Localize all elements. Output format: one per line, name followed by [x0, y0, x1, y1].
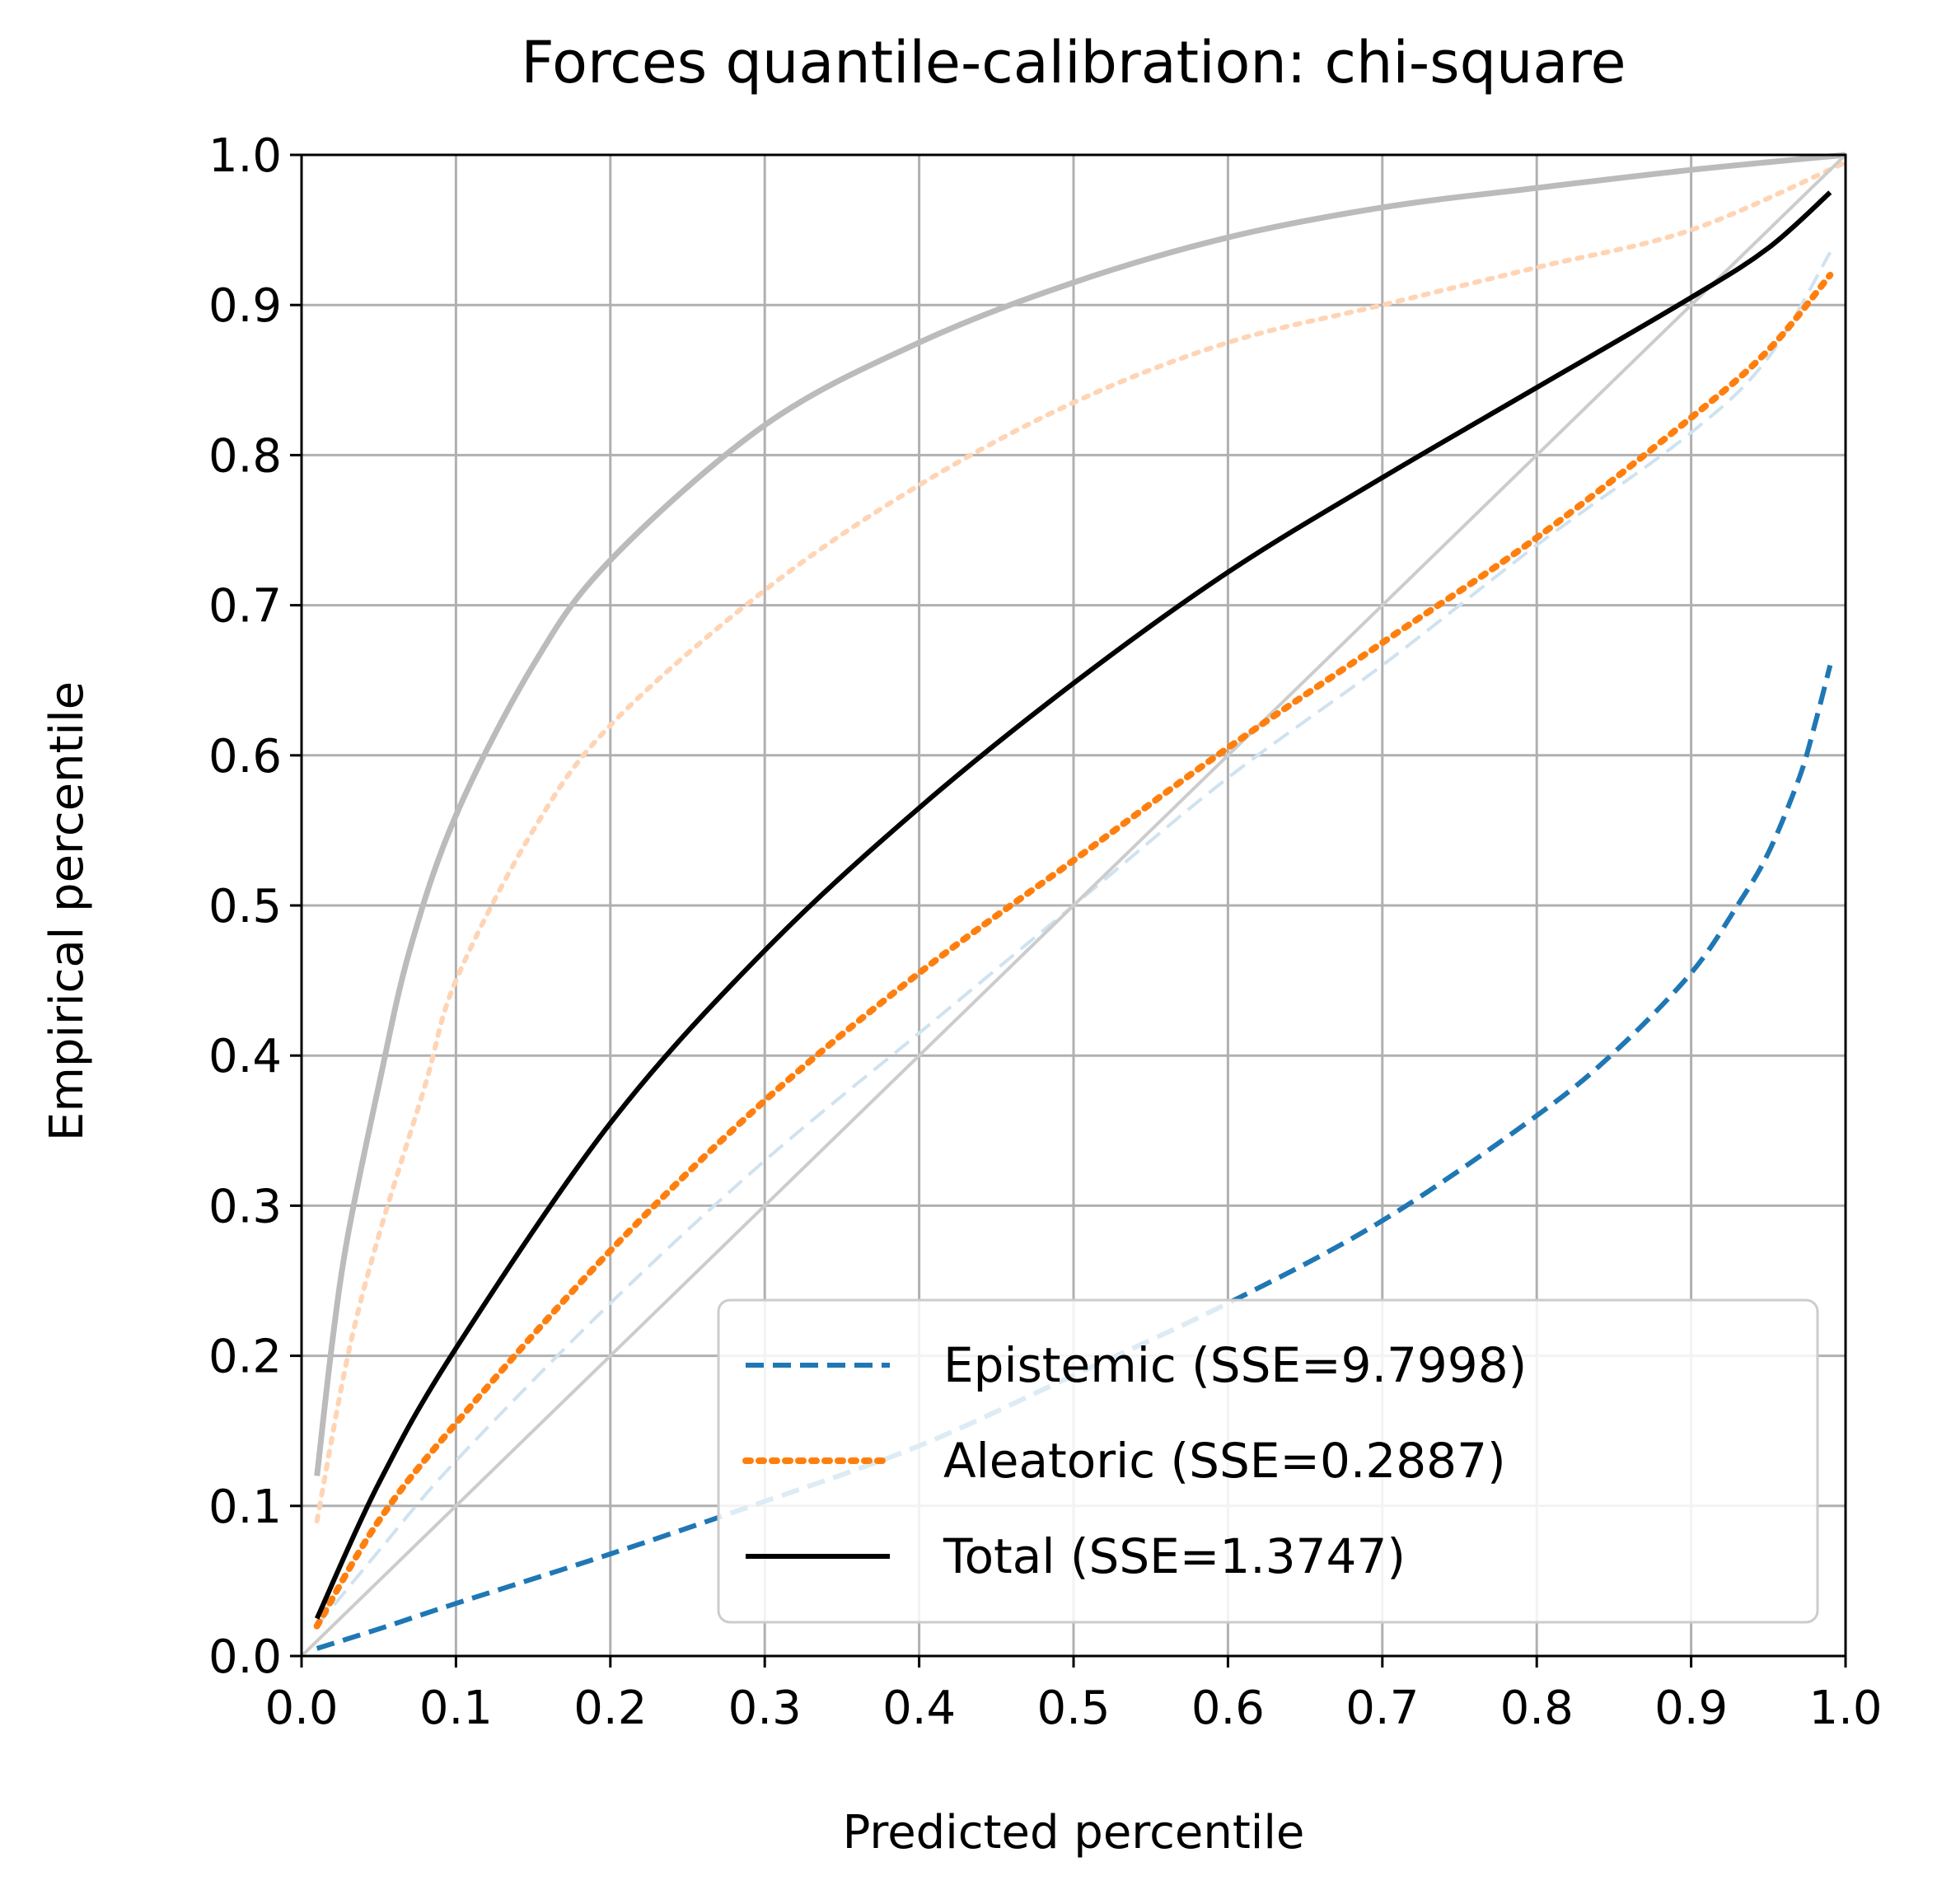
y-tick-label: 0.0	[208, 1630, 282, 1684]
y-tick-label: 0.5	[208, 880, 282, 933]
y-tick-label: 0.4	[208, 1030, 282, 1083]
legend: Epistemic (SSE=9.7998) Aleatoric (SSE=0.2…	[717, 1298, 1819, 1624]
x-tick-label: 0.6	[1191, 1682, 1265, 1735]
y-axis-label: Empirical percentile	[40, 681, 94, 1141]
legend-label: Aleatoric (SSE=0.2887)	[943, 1433, 1506, 1489]
x-tick-label: 0.4	[882, 1682, 956, 1735]
y-tick-label: 0.2	[208, 1331, 282, 1384]
x-tick-label: 0.1	[419, 1682, 493, 1735]
x-tick-label: 1.0	[1808, 1682, 1882, 1735]
y-tick-label: 1.0	[208, 129, 282, 183]
x-tick-label: 0.5	[1036, 1682, 1110, 1735]
total-series-line	[314, 190, 1832, 1620]
y-tick-label: 0.1	[208, 1481, 282, 1534]
reference-curve	[314, 160, 1848, 1523]
y-tick-label: 0.7	[208, 580, 282, 634]
x-axis-label: Predicted percentile	[843, 1806, 1305, 1860]
y-tick-label: 0.8	[208, 429, 282, 483]
chart-title: Forces quantile-calibration: chi-square	[521, 29, 1626, 96]
x-tick-label: 0.3	[728, 1682, 802, 1735]
reference-curves	[300, 152, 1848, 1658]
epistemic-series-line	[316, 664, 1833, 1651]
y-tick-label: 0.3	[208, 1180, 282, 1233]
y-tick-label: 0.9	[208, 279, 282, 333]
legend-aleatoric: Aleatoric (SSE=0.2887)	[742, 1433, 1506, 1489]
legend-box	[717, 1298, 1819, 1624]
legend-label: Total (SSE=1.3747)	[943, 1528, 1406, 1584]
legend-epistemic: Epistemic (SSE=9.7998)	[746, 1337, 1527, 1393]
x-tick-label: 0.2	[573, 1682, 647, 1735]
legend-label: Epistemic (SSE=9.7998)	[943, 1337, 1527, 1393]
data-series	[313, 190, 1834, 1651]
x-tick-label: 0.0	[264, 1682, 338, 1735]
reference-curve	[300, 153, 1847, 1658]
x-tick-label: 0.8	[1500, 1682, 1574, 1735]
x-tick-label: 0.7	[1345, 1682, 1419, 1735]
reference-curve	[314, 152, 1846, 1476]
x-axis-ticks: 0.0 0.1 0.2 0.3 0.4 0.5 0.6 0.7 0.8 0.9 1.0	[264, 1656, 1883, 1735]
x-tick-label: 0.9	[1654, 1682, 1728, 1735]
y-axis-ticks: 0.0 0.1 0.2 0.3 0.4 0.5 0.6 0.7 0.8 0.9 1.0	[208, 129, 302, 1684]
aleatoric-series-line	[313, 271, 1834, 1630]
legend-total: Total (SSE=1.3747)	[746, 1528, 1406, 1584]
y-tick-label: 0.6	[208, 730, 282, 784]
